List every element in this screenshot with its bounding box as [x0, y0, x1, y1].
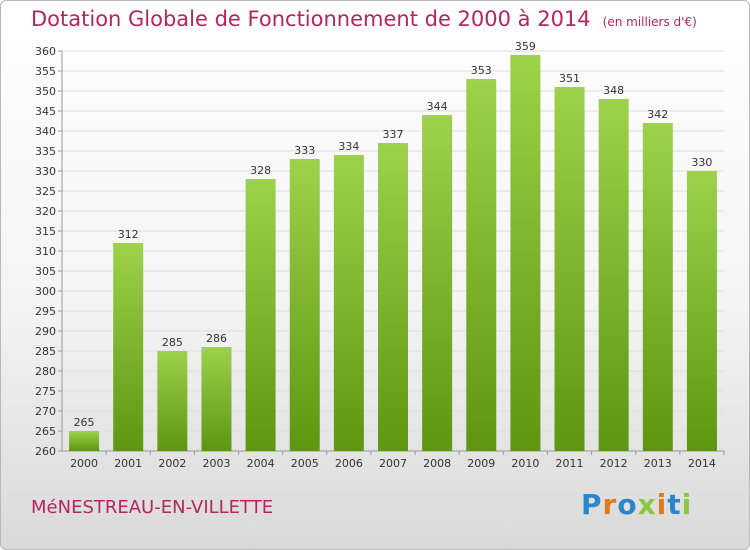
bar-value-label: 312 [118, 228, 139, 241]
x-tick-label: 2005 [291, 457, 319, 470]
bar [201, 347, 232, 451]
y-tick-label: 315 [35, 225, 56, 238]
data-labels: 265 312 285 286 328 333 334 337 344 353 359 351 348 3… [74, 40, 713, 429]
bar-value-label: 353 [471, 64, 492, 77]
x-tick-label: 2013 [644, 457, 672, 470]
bar [333, 155, 364, 451]
y-tick-label: 335 [35, 145, 56, 158]
proxiti-logo[interactable]: Proxiti [581, 488, 693, 521]
bar-value-label: 344 [427, 100, 448, 113]
bars [69, 55, 717, 451]
bar-value-label: 333 [294, 144, 315, 157]
bar [157, 351, 188, 451]
bar [69, 431, 100, 451]
x-tick-label: 2007 [379, 457, 407, 470]
y-tick-label: 260 [35, 445, 56, 458]
x-tick-label: 2000 [70, 457, 98, 470]
x-tick-label: 2006 [335, 457, 363, 470]
y-tick-label: 295 [35, 305, 56, 318]
x-tick-label: 2003 [202, 457, 230, 470]
y-tick-label: 330 [35, 165, 56, 178]
bar-value-label: 334 [338, 140, 359, 153]
bar [422, 115, 453, 451]
chart-title: Dotation Globale de Fonctionnement de 20… [31, 7, 697, 31]
bar-value-label: 359 [515, 40, 536, 53]
bar-value-label: 351 [559, 72, 580, 85]
x-tick-label: 2011 [556, 457, 584, 470]
chart-unit-text: (en milliers d'€) [602, 15, 697, 29]
bar [554, 87, 585, 451]
y-tick-label: 290 [35, 325, 56, 338]
town-name: MéNESTREAU-EN-VILLETTE [31, 497, 274, 518]
y-tick-label: 350 [35, 85, 56, 98]
y-tick-label: 270 [35, 405, 56, 418]
y-tick-label: 285 [35, 345, 56, 358]
x-tick-label: 2014 [688, 457, 716, 470]
y-tick-label: 360 [35, 45, 56, 58]
x-tick-label: 2010 [511, 457, 539, 470]
bar [510, 55, 541, 451]
x-tick-label: 2008 [423, 457, 451, 470]
chart-title-text: Dotation Globale de Fonctionnement de 20… [31, 7, 591, 31]
bar [245, 179, 276, 451]
y-tick-label: 280 [35, 365, 56, 378]
bar [113, 243, 144, 451]
y-tick-label: 265 [35, 425, 56, 438]
x-tick-label: 2004 [247, 457, 275, 470]
bar-value-label: 342 [647, 108, 668, 121]
x-tick-label: 2002 [158, 457, 186, 470]
bar [598, 99, 629, 451]
y-tick-label: 275 [35, 385, 56, 398]
x-tick-label: 2001 [114, 457, 142, 470]
bar [686, 171, 717, 451]
bar [466, 79, 497, 451]
bar [378, 143, 408, 451]
y-tick-label: 320 [35, 205, 56, 218]
y-tick-label: 345 [35, 105, 56, 118]
bar-value-label: 285 [162, 336, 183, 349]
y-tick-label: 300 [35, 285, 56, 298]
bar-value-label: 337 [383, 128, 404, 141]
y-tick-label: 325 [35, 185, 56, 198]
bar-value-label: 330 [691, 156, 712, 169]
y-tick-label: 305 [35, 265, 56, 278]
bar-value-label: 286 [206, 332, 227, 345]
y-tick-label: 310 [35, 245, 56, 258]
y-tick-label: 355 [35, 65, 56, 78]
bar [642, 123, 673, 451]
bar-value-label: 265 [74, 416, 95, 429]
x-tick-label: 2012 [600, 457, 628, 470]
bar [289, 159, 320, 451]
bar-value-label: 348 [603, 84, 624, 97]
x-tick-label: 2009 [467, 457, 495, 470]
bar-value-label: 328 [250, 164, 271, 177]
y-tick-label: 340 [35, 125, 56, 138]
